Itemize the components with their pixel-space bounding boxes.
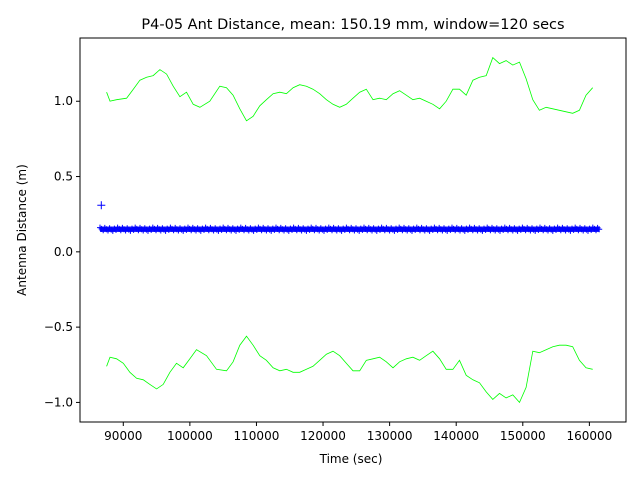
y-tick-label: 0.0	[54, 245, 73, 259]
chart-title: P4-05 Ant Distance, mean: 150.19 mm, win…	[141, 17, 564, 33]
x-tick-label: 120000	[300, 429, 346, 443]
lower-envelope-line	[106, 335, 593, 404]
series-layer	[97, 56, 603, 404]
y-tick-label: −0.5	[44, 320, 73, 334]
distance-marker	[596, 226, 603, 233]
distance-markers	[97, 201, 603, 234]
x-tick-label: 130000	[367, 429, 413, 443]
x-tick-label: 100000	[167, 429, 213, 443]
y-axis-label: Antenna Distance (m)	[15, 164, 29, 296]
x-tick-label: 160000	[566, 429, 612, 443]
y-tick-label: −1.0	[44, 395, 73, 409]
x-axis-label: Time (sec)	[319, 452, 383, 466]
y-tick-label: 0.5	[54, 170, 73, 184]
upper-envelope-line	[106, 56, 593, 122]
y-axis-ticks: −1.0 −0.5 0.0 0.5 1.0	[44, 94, 80, 409]
x-axis-ticks: 90000 100000 110000 120000 130000 140000 15000…	[104, 422, 612, 443]
y-tick-label: 1.0	[54, 94, 73, 108]
x-tick-label: 110000	[234, 429, 280, 443]
plot-frame	[79, 37, 627, 423]
outlier-marker	[97, 201, 106, 210]
x-tick-label: 90000	[104, 429, 142, 443]
x-tick-label: 140000	[433, 429, 479, 443]
x-tick-label: 150000	[500, 429, 546, 443]
